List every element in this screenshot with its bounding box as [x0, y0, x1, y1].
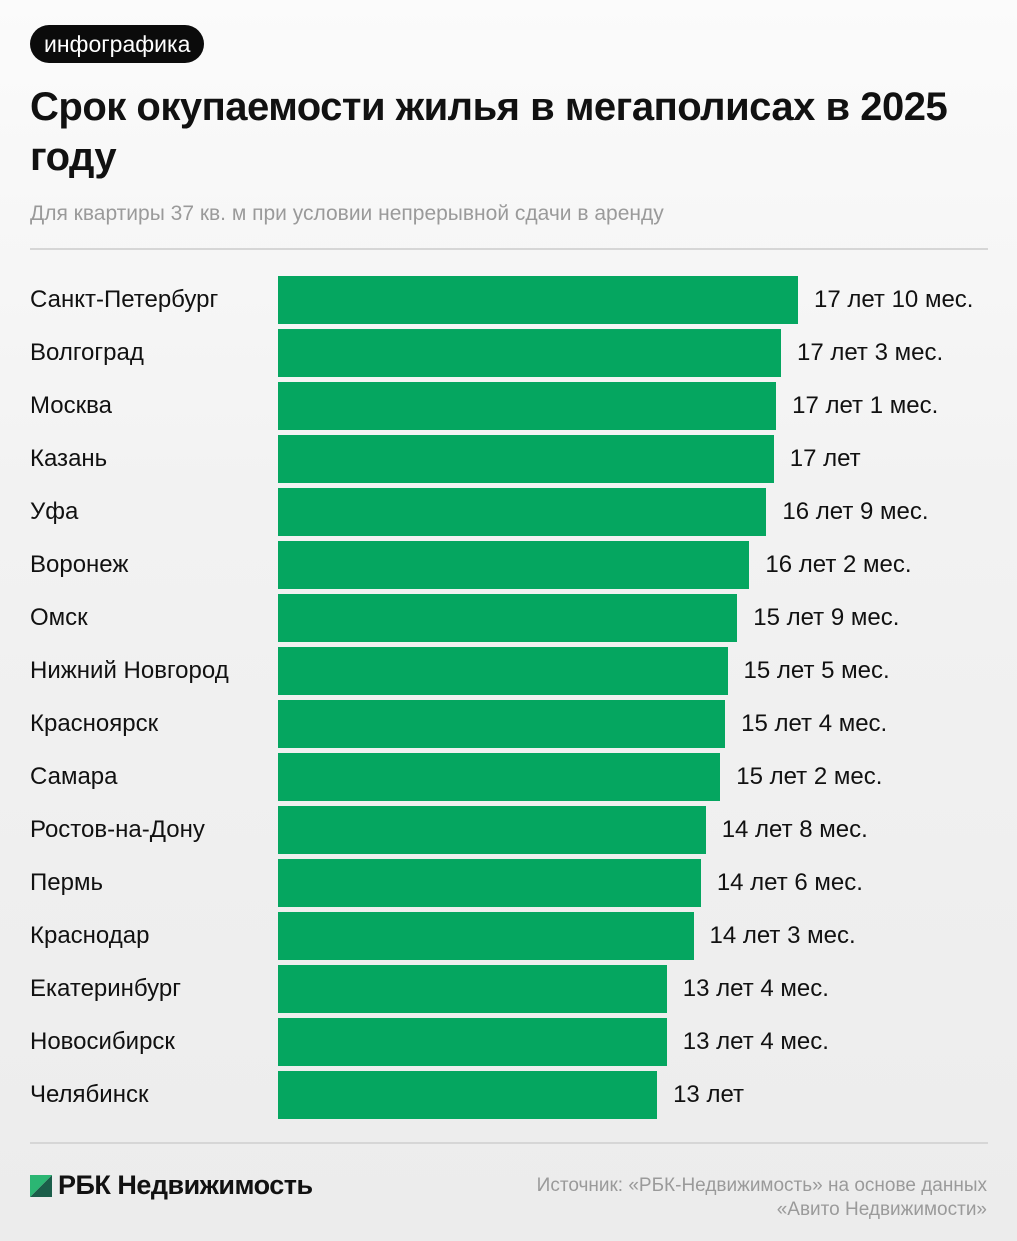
bar — [278, 382, 777, 430]
bar — [278, 647, 728, 695]
bar — [278, 594, 738, 642]
value-label: 16 лет 9 мес. — [782, 498, 929, 525]
category-label: Челябинск — [30, 1081, 149, 1108]
category-label: Казань — [30, 445, 108, 472]
bottom-divider — [30, 1142, 988, 1144]
rbc-realty-logo: РБК Недвижимость — [30, 1170, 313, 1201]
bar — [278, 859, 701, 907]
bar — [278, 1071, 658, 1119]
category-label: Екатеринбург — [30, 975, 181, 1002]
value-label: 13 лет 4 мес. — [682, 1028, 829, 1055]
bar — [278, 541, 750, 589]
bar — [278, 912, 694, 960]
value-label: 14 лет 3 мес. — [709, 922, 856, 949]
bar — [278, 700, 726, 748]
value-label: 15 лет 5 мес. — [743, 657, 890, 684]
category-label: Ростов-на-Дону — [30, 816, 205, 843]
top-divider — [30, 248, 988, 250]
category-label: Пермь — [30, 869, 103, 896]
value-label: 15 лет 2 мес. — [736, 763, 883, 790]
source-line-1: Источник: «РБК-Недвижимость» на основе д… — [536, 1175, 987, 1196]
value-label: 13 лет 4 мес. — [682, 975, 829, 1002]
category-label: Краснодар — [30, 922, 150, 949]
category-label: Санкт-Петербург — [30, 286, 219, 313]
logo-text: РБК Недвижимость — [58, 1170, 313, 1200]
category-label: Москва — [30, 392, 112, 419]
chart-subtitle: Для квартиры 37 кв. м при условии непрер… — [30, 202, 664, 225]
value-label: 17 лет 3 мес. — [797, 339, 944, 366]
category-label: Красноярск — [30, 710, 159, 737]
value-label: 15 лет 9 мес. — [753, 604, 900, 631]
category-label: Нижний Новгород — [30, 657, 229, 684]
category-label: Омск — [30, 604, 88, 631]
infographic-badge: инфографика — [30, 25, 205, 63]
source-line-2: «Авито Недвижимости» — [776, 1199, 987, 1220]
bar — [278, 276, 798, 324]
chart-title: Срок окупаемости жилья в мегаполисах в 2… — [30, 85, 948, 179]
value-label: 14 лет 8 мес. — [721, 816, 868, 843]
value-label: 17 лет — [789, 445, 861, 472]
category-label: Самара — [30, 763, 118, 790]
category-label: Уфа — [30, 498, 79, 525]
value-label: 14 лет 6 мес. — [716, 869, 863, 896]
value-label: 15 лет 4 мес. — [741, 710, 888, 737]
bar — [278, 1018, 667, 1066]
bar — [278, 753, 721, 801]
category-label: Воронеж — [30, 551, 129, 578]
bar — [278, 488, 767, 536]
category-label: Новосибирск — [30, 1028, 175, 1055]
bar — [278, 806, 706, 854]
value-label: 17 лет 10 мес. — [814, 286, 974, 313]
bar — [278, 329, 781, 377]
bar — [278, 435, 774, 483]
source-note: Источник: «РБК-Недвижимость» на основе д… — [537, 1174, 987, 1222]
logo-mark-icon — [30, 1174, 52, 1197]
value-label: 17 лет 1 мес. — [792, 392, 939, 419]
bar — [278, 965, 667, 1013]
value-label: 13 лет — [673, 1081, 744, 1108]
value-label: 16 лет 2 мес. — [765, 551, 912, 578]
category-label: Волгоград — [30, 339, 144, 366]
